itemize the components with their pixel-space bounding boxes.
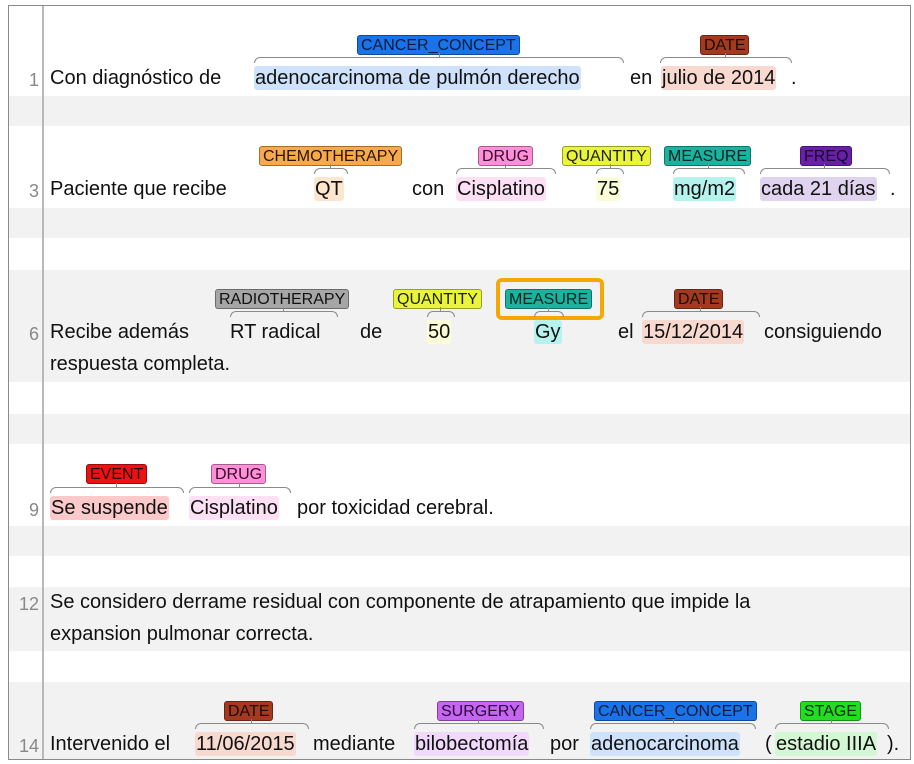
annotation-brace — [239, 483, 240, 488]
annotation-brace — [534, 311, 564, 317]
span-drug[interactable]: Cisplatino — [456, 177, 546, 201]
span-date[interactable]: 11/06/2015 — [195, 732, 296, 756]
row-band — [9, 270, 910, 382]
text-token: en — [630, 67, 653, 89]
span-cancer-concept[interactable]: adenocarcinoma de pulmón derecho — [254, 66, 581, 90]
span-surgery[interactable]: bilobectomía — [414, 732, 530, 756]
text-token: Recibe además — [50, 321, 189, 343]
row-band — [9, 414, 910, 444]
span-event[interactable]: Se suspende — [50, 496, 169, 520]
line-number: 1 — [28, 70, 39, 90]
annotation-label-quantity[interactable]: QUANTITY — [562, 146, 651, 166]
annotation-label-event[interactable]: EVENT — [86, 464, 148, 484]
text-token: por — [550, 733, 579, 755]
annotation-brace — [230, 311, 338, 317]
text-token: de — [360, 321, 383, 343]
text-token: Se considero derrame residual con compon… — [50, 591, 751, 613]
annotation-brace — [440, 307, 441, 312]
text-token: Con diagnóstico de — [50, 67, 222, 89]
annotation-label-freq[interactable]: FREQ — [800, 146, 853, 166]
annotation-brace — [725, 53, 726, 58]
text-token: . — [890, 178, 896, 200]
line-number: 3 — [28, 181, 39, 201]
annotation-label-cancer-concept[interactable]: CANCER_CONCEPT — [594, 701, 757, 721]
annotation-label-surgery[interactable]: SURGERY — [437, 701, 524, 721]
annotation-label-date[interactable]: DATE — [700, 35, 750, 55]
text-token: con — [412, 178, 445, 200]
annotation-brace — [775, 723, 889, 729]
annotation-brace — [314, 168, 348, 174]
annotation-brace — [824, 164, 825, 169]
span-stage[interactable]: estadio IIIA — [775, 732, 878, 756]
gutter-divider — [42, 6, 44, 759]
annotation-document: 1 CANCER_CONCEPT DATE Con diagnóstico de… — [8, 5, 911, 760]
line-number: 6 — [28, 324, 39, 344]
span-cancer-concept[interactable]: adenocarcinoma — [590, 732, 740, 756]
text-token: mediante — [313, 733, 396, 755]
span-quantity[interactable]: 50 — [427, 320, 452, 344]
text-token: . — [791, 67, 797, 89]
annotation-brace — [427, 311, 455, 317]
annotation-brace — [439, 53, 440, 58]
annotation-brace — [195, 723, 309, 729]
annotation-brace — [50, 487, 184, 493]
span-quantity[interactable]: 75 — [596, 177, 621, 201]
span-measure[interactable]: Gy — [534, 320, 562, 344]
span-freq[interactable]: cada 21 días — [760, 177, 877, 201]
annotation-brace — [251, 719, 252, 724]
text-token: Intervenido el — [50, 733, 171, 755]
line-number: 9 — [28, 500, 39, 520]
annotation-brace — [189, 487, 291, 493]
selected-label-highlight — [496, 278, 604, 320]
span-radiotherapy[interactable]: RT radical — [230, 321, 321, 343]
annotation-brace — [456, 168, 556, 174]
annotation-label-stage[interactable]: STAGE — [800, 701, 862, 721]
annotation-brace — [610, 164, 611, 169]
annotation-brace — [283, 307, 284, 312]
line-number: 12 — [18, 594, 39, 614]
annotation-label-measure[interactable]: MEASURE — [505, 289, 593, 309]
annotation-label-radiotherapy[interactable]: RADIOTHERAPY — [215, 289, 350, 309]
text-token: Paciente que recibe — [50, 178, 227, 200]
annotation-brace — [116, 483, 117, 488]
annotation-brace — [760, 168, 890, 174]
annotation-brace — [330, 164, 331, 169]
annotation-brace — [660, 57, 792, 63]
text-token: ( — [765, 733, 772, 755]
row-band — [9, 208, 910, 238]
row-band — [9, 526, 910, 556]
text-token: consiguiendo — [764, 321, 882, 343]
row-band — [9, 96, 910, 126]
annotation-brace — [478, 719, 479, 724]
annotation-brace — [700, 307, 701, 312]
text-token: expansion pulmonar correcta. — [50, 623, 314, 645]
annotation-label-drug[interactable]: DRUG — [211, 464, 267, 484]
annotation-brace — [642, 311, 760, 317]
annotation-brace — [673, 719, 674, 724]
annotation-label-date[interactable]: DATE — [224, 701, 274, 721]
span-drug[interactable]: Cisplatino — [189, 496, 279, 520]
annotation-brace — [414, 723, 544, 729]
annotation-brace — [708, 164, 709, 169]
annotation-label-date[interactable]: DATE — [674, 289, 724, 309]
annotation-label-chemotherapy[interactable]: CHEMOTHERAPY — [259, 146, 403, 166]
span-measure[interactable]: mg/m2 — [673, 177, 737, 201]
span-date[interactable]: 15/12/2014 — [642, 320, 745, 344]
annotation-label-drug[interactable]: DRUG — [478, 146, 534, 166]
text-token: por toxicidad cerebral. — [297, 497, 494, 519]
annotation-label-quantity[interactable]: QUANTITY — [393, 289, 482, 309]
annotation-brace — [548, 307, 549, 312]
text-token: ). — [887, 733, 900, 755]
span-chemotherapy[interactable]: QT — [314, 177, 344, 201]
text-token: el — [618, 321, 634, 343]
row-band — [9, 587, 910, 651]
annotation-label-measure[interactable]: MEASURE — [664, 146, 752, 166]
span-date[interactable]: julio de 2014 — [661, 66, 777, 90]
annotation-brace — [673, 168, 745, 174]
line-number: 14 — [18, 736, 39, 756]
annotation-brace — [505, 164, 506, 169]
annotation-label-cancer-concept[interactable]: CANCER_CONCEPT — [357, 35, 520, 55]
text-token: respuesta completa. — [50, 353, 231, 375]
annotation-brace — [831, 719, 832, 724]
